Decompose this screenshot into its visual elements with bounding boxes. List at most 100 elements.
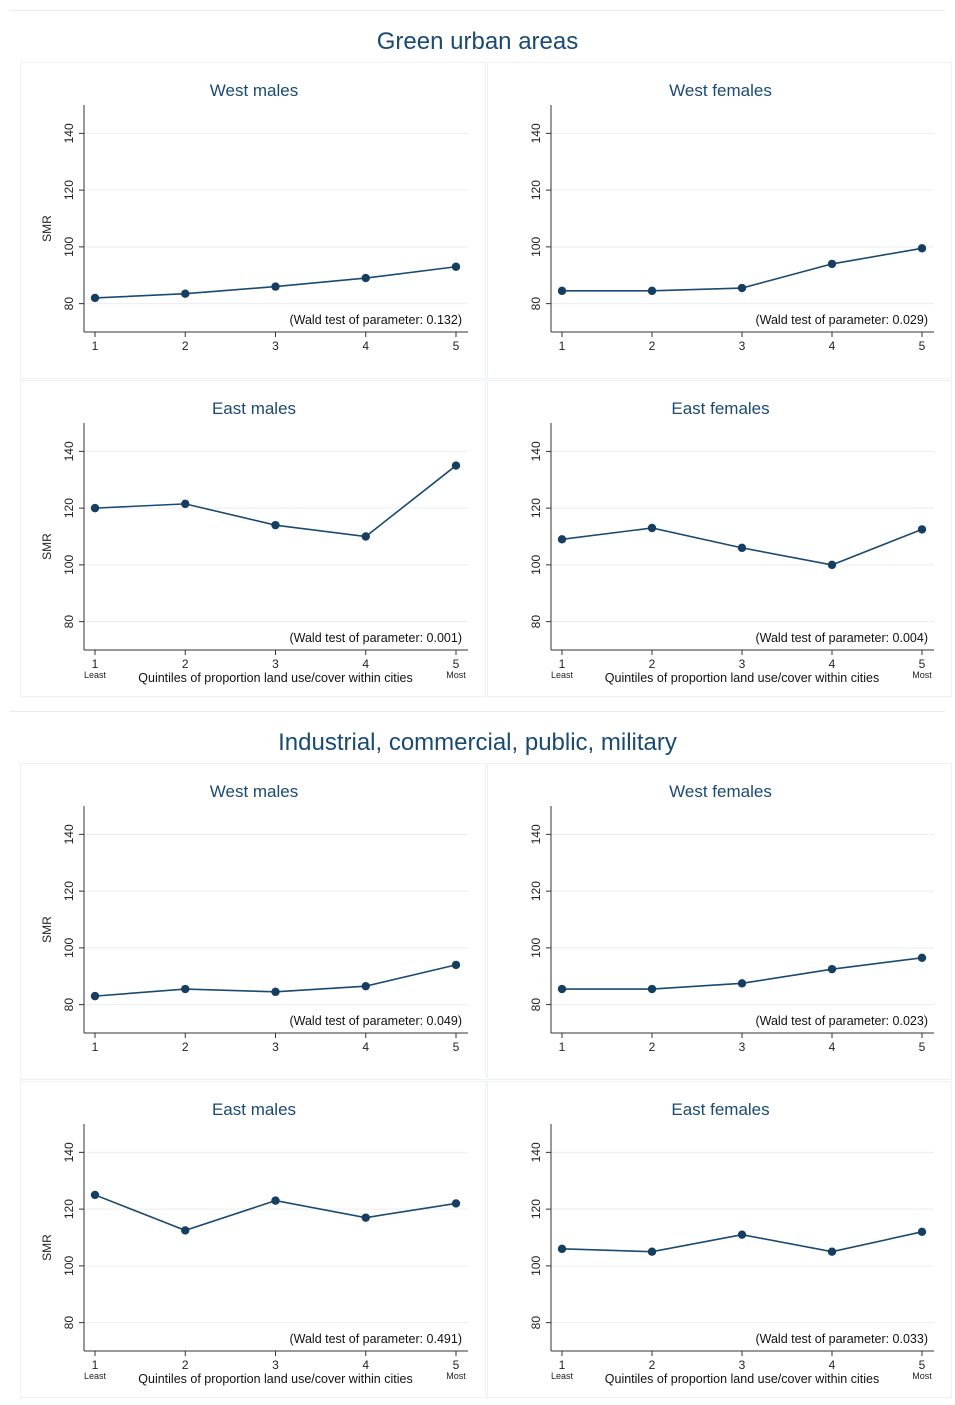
data-point (827, 964, 837, 974)
x-tick-label: 3 (739, 1040, 746, 1054)
y-tick-label: 120 (529, 180, 543, 200)
x-tick-label: 3 (739, 339, 746, 353)
x-tick-label: 3 (739, 657, 746, 671)
x-tick-label: 4 (829, 339, 836, 353)
y-tick-label: 120 (529, 1199, 543, 1219)
x-axis-label: Quintiles of proportion land use/cover w… (605, 1372, 879, 1386)
series-line (94, 265, 457, 299)
data-point (647, 984, 657, 994)
y-tick-label: 140 (529, 441, 543, 461)
panel-title: West females (669, 782, 772, 801)
y-tick-label: 80 (529, 1316, 543, 1330)
data-point (647, 523, 657, 533)
wald-test-note: (Wald test of parameter: 0.004) (755, 631, 928, 645)
panel-title: West females (669, 81, 772, 100)
y-tick-label: 120 (529, 881, 543, 901)
panel-title: West males (210, 81, 299, 100)
y-tick-label: 80 (62, 998, 76, 1012)
data-point (557, 984, 567, 994)
y-tick-label: 100 (62, 237, 76, 257)
y-tick-label: 120 (62, 180, 76, 200)
x-tick-label: 2 (182, 657, 189, 671)
group-title-industrial: Industrial, commercial, public, military (278, 729, 677, 756)
panel-frame (20, 62, 486, 379)
x-tick-label: 4 (362, 1040, 369, 1054)
x-tick-label: 3 (272, 339, 279, 353)
y-axis-label: SMR (40, 533, 54, 560)
x-tick-label: 1 (559, 1358, 566, 1372)
y-tick-label: 80 (529, 297, 543, 311)
wald-test-note: (Wald test of parameter: 0.033) (755, 1332, 928, 1346)
panel-title: East females (671, 1100, 769, 1119)
data-point (181, 984, 190, 994)
y-axis-label: SMR (40, 916, 54, 943)
data-point (917, 953, 927, 963)
data-point (451, 461, 461, 470)
data-point (557, 535, 567, 544)
y-tick-label: 80 (529, 615, 543, 629)
x-tick-label: 5 (919, 657, 926, 671)
y-axis-label: SMR (40, 215, 54, 242)
data-point (90, 1190, 100, 1200)
data-point (557, 1244, 567, 1254)
y-tick-label: 140 (62, 123, 76, 143)
y-tick-label: 120 (62, 1199, 76, 1219)
y-tick-label: 140 (529, 123, 543, 143)
wald-test-note: (Wald test of parameter: 0.023) (755, 1014, 928, 1028)
panel-frame (20, 1081, 486, 1398)
x-tick-label: 4 (362, 339, 369, 353)
panel-frame (487, 62, 952, 379)
data-point (181, 1226, 190, 1235)
y-tick-label: 100 (529, 938, 543, 958)
x-end-label-least: Least (84, 1371, 107, 1381)
x-tick-label: 1 (92, 1358, 99, 1372)
x-tick-label: 2 (649, 1358, 656, 1372)
y-tick-label: 80 (62, 297, 76, 311)
panel-1-3: East females 80 100 120 140 1 2 3 4 5 Least Most Qui… (529, 1100, 934, 1386)
x-axis-label: Quintiles of proportion land use/cover w… (138, 671, 412, 685)
y-tick-label: 100 (529, 1256, 543, 1276)
wald-test-note: (Wald test of parameter: 0.001) (289, 631, 462, 645)
y-tick-label: 140 (529, 1142, 543, 1162)
x-tick-label: 5 (453, 657, 460, 671)
data-point (917, 1227, 927, 1237)
x-tick-label: 4 (362, 1358, 369, 1372)
y-tick-label: 100 (62, 1256, 76, 1276)
x-tick-label: 2 (649, 657, 656, 671)
data-point (451, 262, 461, 271)
y-tick-label: 100 (529, 237, 543, 257)
panel-title: East females (671, 399, 769, 418)
panel-title: East males (212, 1100, 296, 1119)
x-tick-label: 2 (649, 339, 656, 353)
x-tick-label: 2 (182, 1358, 189, 1372)
y-tick-label: 100 (62, 938, 76, 958)
data-point (271, 1196, 280, 1205)
y-tick-label: 80 (62, 1316, 76, 1330)
data-point (917, 525, 927, 534)
data-point (361, 981, 370, 991)
x-end-label-least: Least (84, 670, 107, 680)
panel-frame (487, 763, 952, 1080)
panel-title: East males (212, 399, 296, 418)
data-point (737, 543, 747, 553)
wald-test-note: (Wald test of parameter: 0.132) (289, 313, 462, 327)
x-tick-label: 5 (919, 1040, 926, 1054)
y-tick-label: 100 (529, 555, 543, 575)
data-point (737, 1230, 747, 1239)
x-tick-label: 5 (453, 1358, 460, 1372)
data-point (181, 289, 190, 298)
data-point (451, 960, 461, 970)
y-tick-label: 120 (62, 498, 76, 518)
x-tick-label: 2 (182, 339, 189, 353)
data-point (90, 503, 100, 513)
panel-frame (20, 763, 486, 1080)
x-tick-label: 2 (182, 1040, 189, 1054)
data-point (827, 259, 837, 269)
data-point (451, 1199, 461, 1208)
wald-test-note: (Wald test of parameter: 0.491) (289, 1332, 462, 1346)
data-point (557, 286, 567, 296)
x-tick-label: 1 (559, 657, 566, 671)
x-axis-label: Quintiles of proportion land use/cover w… (138, 1372, 412, 1386)
x-tick-label: 5 (453, 339, 460, 353)
